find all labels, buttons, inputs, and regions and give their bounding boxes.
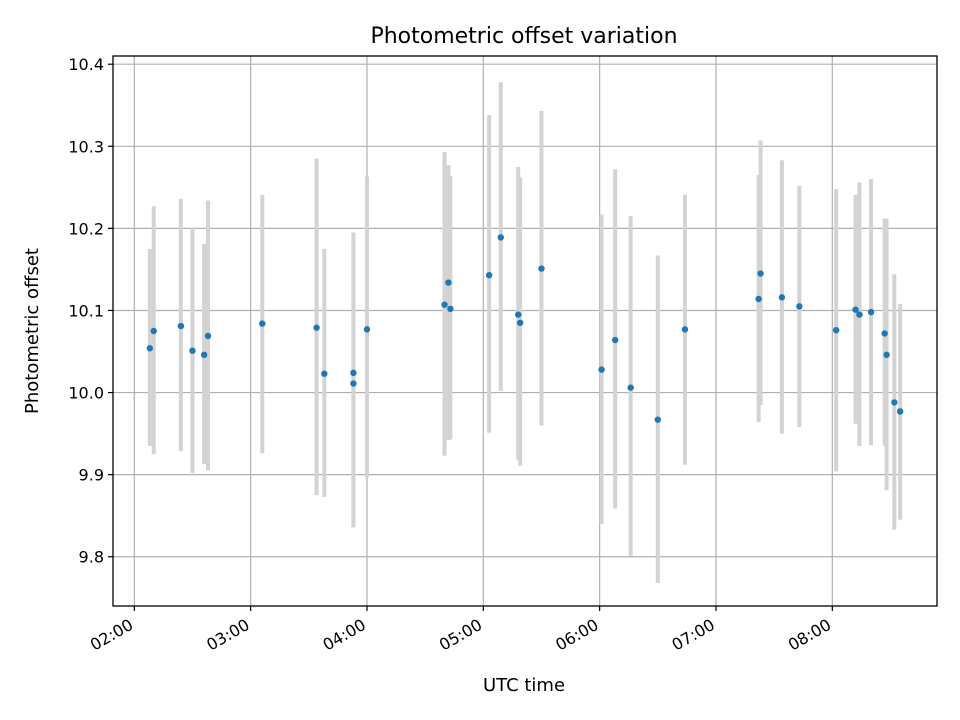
data-point xyxy=(757,270,764,277)
data-point xyxy=(883,351,890,359)
data-point xyxy=(441,301,448,308)
y-tick-label: 10.0 xyxy=(68,384,104,403)
data-point xyxy=(177,322,185,330)
data-point xyxy=(204,332,212,340)
data-point xyxy=(778,294,786,301)
data-point xyxy=(445,279,452,286)
data-point xyxy=(796,303,803,310)
y-tick-label: 10.1 xyxy=(68,301,104,320)
data-point xyxy=(146,345,154,352)
data-point xyxy=(896,408,904,415)
y-axis-ticks: 9.8 9.9 10.0 10.1 10.2 10.3 10.4 xyxy=(68,55,113,567)
chart-title: Photometric offset variation xyxy=(370,24,677,49)
data-point xyxy=(891,399,898,406)
y-tick-label: 9.9 xyxy=(79,466,104,485)
y-tick-label: 9.8 xyxy=(79,548,104,567)
data-point xyxy=(313,324,320,331)
data-point xyxy=(259,320,266,327)
data-point xyxy=(516,319,524,326)
data-point xyxy=(447,305,454,313)
data-point xyxy=(515,311,522,318)
data-point xyxy=(598,366,605,373)
data-point xyxy=(150,327,157,335)
data-point xyxy=(627,384,634,391)
data-point xyxy=(538,265,545,272)
data-point xyxy=(881,330,888,337)
data-point xyxy=(755,295,762,303)
data-point xyxy=(856,311,863,318)
data-point xyxy=(350,380,357,387)
data-point xyxy=(497,234,504,241)
plot-frame xyxy=(112,55,938,607)
data-point xyxy=(867,308,875,316)
data-point xyxy=(611,336,619,344)
data-point xyxy=(189,347,196,354)
y-axis-label: Photometric offset xyxy=(22,248,43,414)
y-tick-label: 10.3 xyxy=(68,137,104,156)
y-tick-label: 10.2 xyxy=(68,219,104,238)
data-point xyxy=(350,369,357,377)
data-point xyxy=(852,306,859,313)
data-point xyxy=(485,271,493,279)
data-point xyxy=(321,370,328,377)
data-point xyxy=(681,326,689,333)
y-tick-label: 10.4 xyxy=(68,55,104,74)
data-points xyxy=(146,234,904,423)
data-point xyxy=(363,326,371,333)
data-point xyxy=(654,416,662,423)
x-axis-label: UTC time xyxy=(483,675,565,696)
data-point xyxy=(200,351,208,359)
data-point xyxy=(832,326,840,334)
